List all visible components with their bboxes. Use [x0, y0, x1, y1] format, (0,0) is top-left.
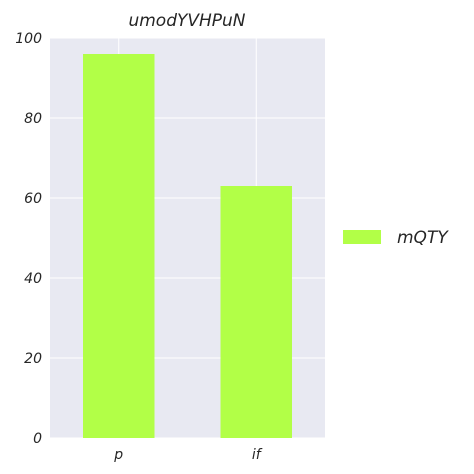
y-tick-label: 80 [24, 111, 42, 127]
legend-swatch-mqty [343, 230, 381, 244]
bar-p [83, 54, 155, 438]
legend: mQTY [343, 228, 449, 248]
bar-if [221, 186, 293, 438]
y-axis-ticks: 0 20 40 60 80 100 [15, 31, 42, 447]
x-tick-label: p [113, 447, 123, 463]
y-tick-label: 40 [24, 271, 42, 287]
x-tick-label: if [252, 447, 263, 463]
x-axis-ticks: p if [113, 447, 262, 463]
y-tick-label: 60 [24, 191, 42, 207]
chart-title: umodYVHPuN [128, 11, 245, 31]
y-tick-label: 0 [33, 431, 42, 447]
legend-label-mqty: mQTY [397, 228, 449, 248]
y-tick-label: 20 [24, 351, 42, 367]
y-tick-label: 100 [15, 31, 42, 47]
